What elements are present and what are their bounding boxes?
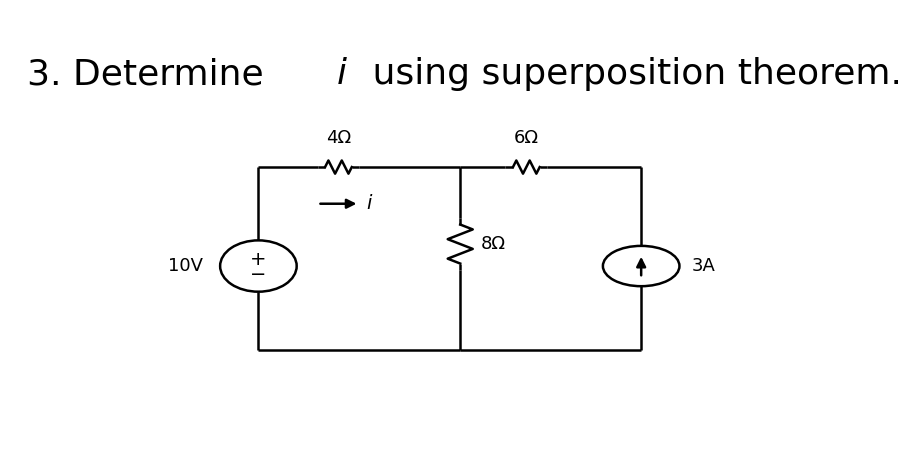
Text: 3A: 3A — [692, 257, 716, 275]
Text: i: i — [366, 194, 372, 213]
Text: i: i — [337, 57, 347, 91]
Text: 8Ω: 8Ω — [481, 235, 506, 253]
Text: 4Ω: 4Ω — [326, 129, 351, 147]
Text: +: + — [251, 250, 267, 269]
Text: 3. Determine: 3. Determine — [27, 57, 275, 91]
Text: using superposition theorem.: using superposition theorem. — [361, 57, 898, 91]
Text: −: − — [251, 265, 267, 284]
Text: 10V: 10V — [168, 257, 203, 275]
Text: 6Ω: 6Ω — [514, 129, 539, 147]
